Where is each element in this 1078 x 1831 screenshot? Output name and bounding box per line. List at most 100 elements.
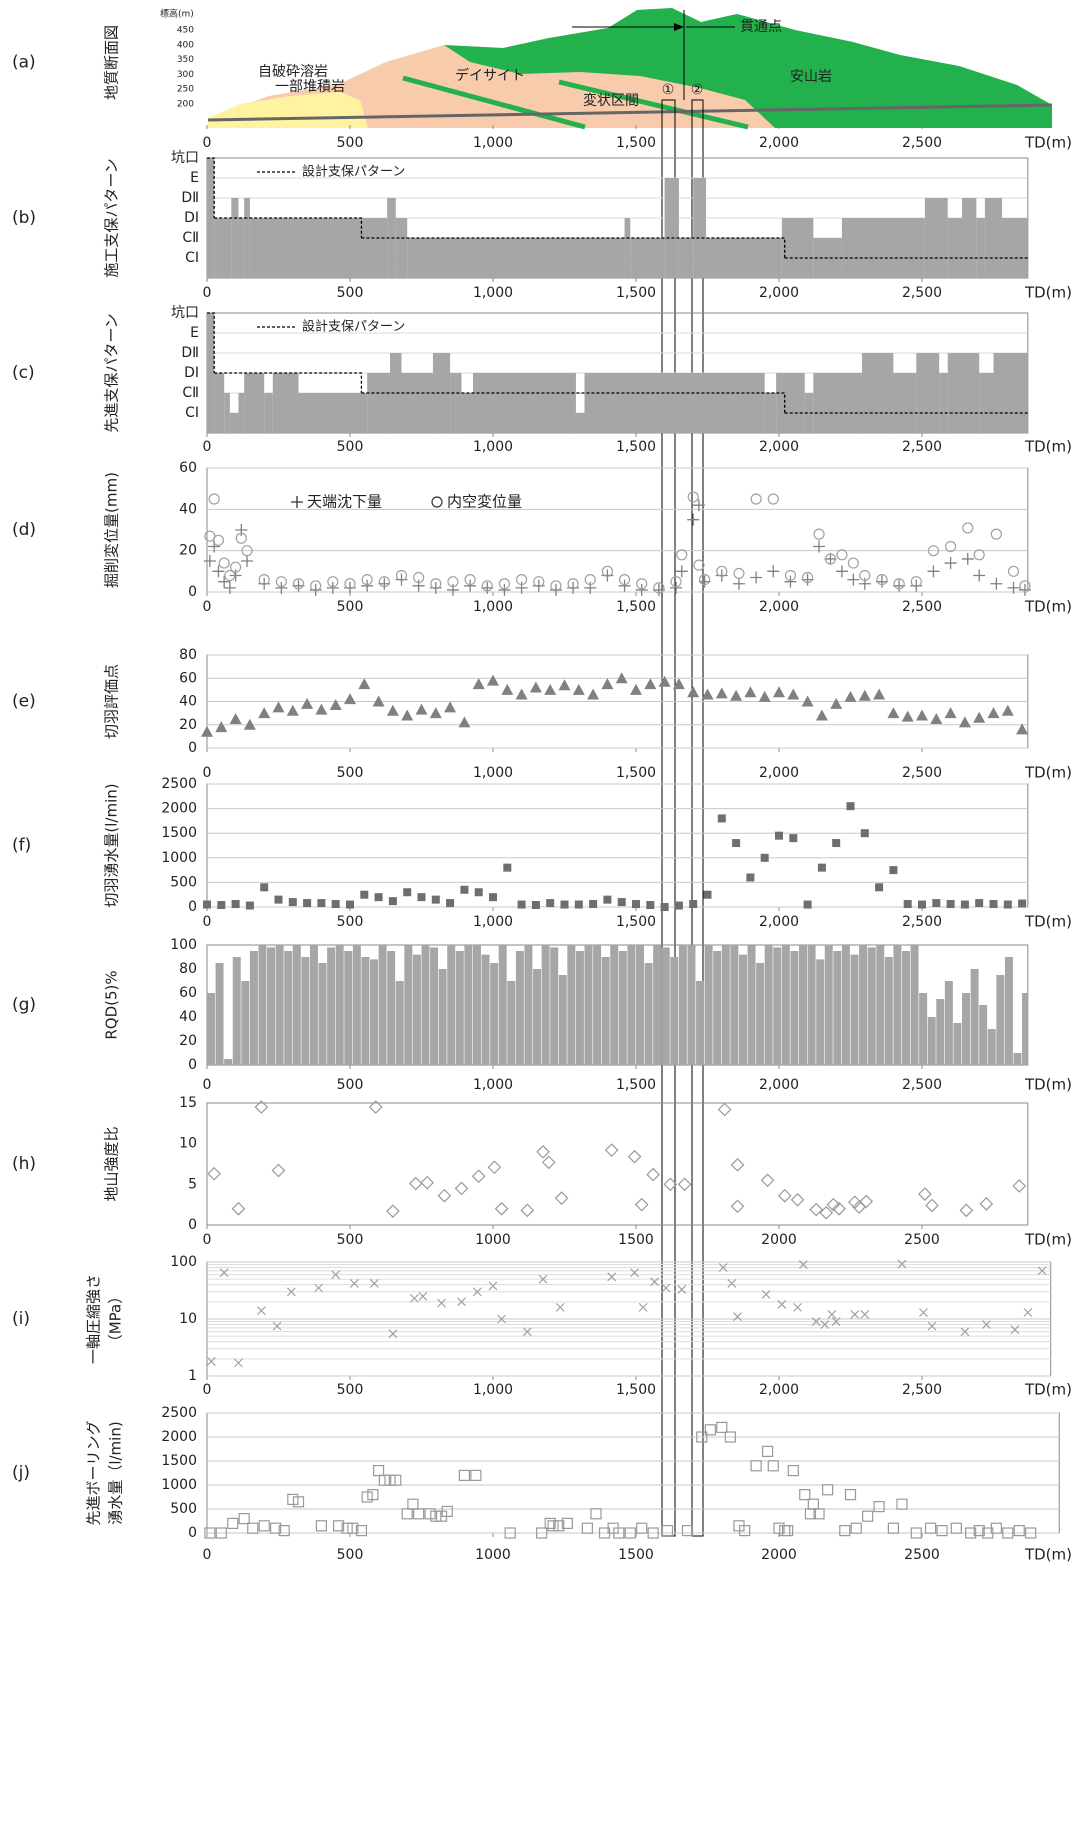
step-bar	[994, 353, 1028, 433]
bar	[585, 945, 593, 1065]
bar	[825, 945, 833, 1065]
y-tick-label: 60	[179, 460, 197, 476]
marker-circle	[432, 497, 442, 507]
marker-cross	[234, 1359, 242, 1367]
y-tick-label: 0	[188, 740, 197, 756]
x-tick-label: 0	[203, 914, 212, 930]
marker-diamond	[647, 1169, 659, 1181]
bar	[962, 993, 970, 1065]
step-bar	[207, 158, 214, 278]
x-axis-title: TD(m)	[1024, 284, 1072, 302]
y-tick-label: CⅡ	[182, 230, 199, 246]
bar	[250, 951, 258, 1065]
bar	[524, 945, 532, 1065]
bar	[439, 969, 447, 1065]
marker-square	[800, 1490, 810, 1500]
y-axis-title: 一軸圧縮強さ	[85, 1274, 103, 1364]
marker-square	[431, 1511, 441, 1521]
y-tick-label: 1	[188, 1368, 197, 1384]
section-annotation: 貫通点	[740, 19, 782, 35]
marker-triangle	[630, 684, 642, 695]
marker-diamond	[853, 1201, 865, 1213]
marker-cross	[273, 1322, 281, 1330]
marker-square	[637, 1523, 647, 1533]
marker-square	[861, 829, 869, 837]
y-tick-label: 0	[188, 1057, 197, 1073]
elevation-tick-label: 200	[177, 100, 194, 110]
marker-cross	[662, 1284, 670, 1292]
marker-circle	[677, 550, 687, 560]
bar	[705, 945, 713, 1065]
marker-triangle	[201, 726, 213, 737]
x-tick-label: 1,000	[473, 599, 513, 615]
x-axis-title: TD(m)	[1024, 1546, 1072, 1564]
bar	[327, 947, 335, 1065]
bar	[241, 981, 249, 1065]
y-tick-label: 40	[179, 501, 197, 517]
marker-diamond	[926, 1199, 938, 1211]
marker-cross	[438, 1299, 446, 1307]
marker-square	[402, 1509, 412, 1519]
marker-square	[751, 1461, 761, 1471]
step-bar	[706, 238, 782, 278]
deformation-zone-2	[692, 100, 703, 1536]
marker-square	[203, 901, 211, 909]
y-tick-label: 0	[188, 1525, 197, 1541]
marker-plus	[824, 553, 836, 565]
marker-square	[717, 1422, 727, 1432]
marker-plus	[973, 569, 985, 581]
marker-plus	[413, 580, 425, 592]
marker-plus	[291, 496, 303, 508]
step-bar	[299, 393, 368, 433]
marker-square	[682, 1526, 692, 1536]
bar	[430, 947, 438, 1065]
marker-triangle	[544, 684, 556, 695]
step-bar	[979, 373, 993, 433]
marker-square	[475, 888, 483, 896]
step-bar	[776, 373, 805, 433]
step-bar	[862, 353, 893, 433]
y-axis-title: 切羽評価点	[103, 664, 121, 739]
y-axis-title: 地山強度比	[103, 1126, 121, 1201]
step-bar	[925, 198, 948, 278]
marker-square	[632, 900, 640, 908]
marker-triangle	[845, 691, 857, 702]
marker-square	[548, 1521, 558, 1531]
marker-triangle	[916, 709, 928, 720]
marker-cross	[257, 1307, 265, 1315]
bar	[576, 951, 584, 1065]
marker-plus	[687, 514, 699, 526]
step-bar	[625, 218, 631, 278]
marker-square	[975, 899, 983, 907]
bar	[233, 957, 241, 1065]
step-bar	[224, 393, 230, 433]
marker-triangle	[501, 684, 513, 695]
bar	[482, 955, 490, 1065]
step-bar	[231, 198, 238, 278]
marker-square	[646, 901, 654, 909]
marker-square	[546, 899, 554, 907]
y-tick-label: 1500	[161, 825, 197, 841]
y-tick-label: 80	[179, 961, 197, 977]
marker-square	[846, 1490, 856, 1500]
step-bar	[962, 198, 976, 278]
marker-square	[603, 896, 611, 904]
marker-triangle	[573, 684, 585, 695]
marker-triangle	[587, 689, 599, 700]
bar	[319, 963, 327, 1065]
marker-cross	[728, 1279, 736, 1287]
x-tick-label: 0	[203, 439, 212, 455]
marker-diamond	[543, 1156, 555, 1168]
bar	[396, 981, 404, 1065]
marker-triangle	[744, 686, 756, 697]
x-tick-label: 500	[337, 765, 364, 781]
marker-square	[288, 1494, 298, 1504]
x-tick-label: 0	[203, 765, 212, 781]
marker-triangle	[516, 689, 528, 700]
panel-label: (d)	[12, 520, 36, 540]
y-tick-label: 500	[170, 1501, 197, 1517]
marker-plus	[676, 565, 688, 577]
marker-diamond	[606, 1144, 618, 1156]
marker-plus	[990, 578, 1002, 590]
bar	[422, 945, 430, 1065]
